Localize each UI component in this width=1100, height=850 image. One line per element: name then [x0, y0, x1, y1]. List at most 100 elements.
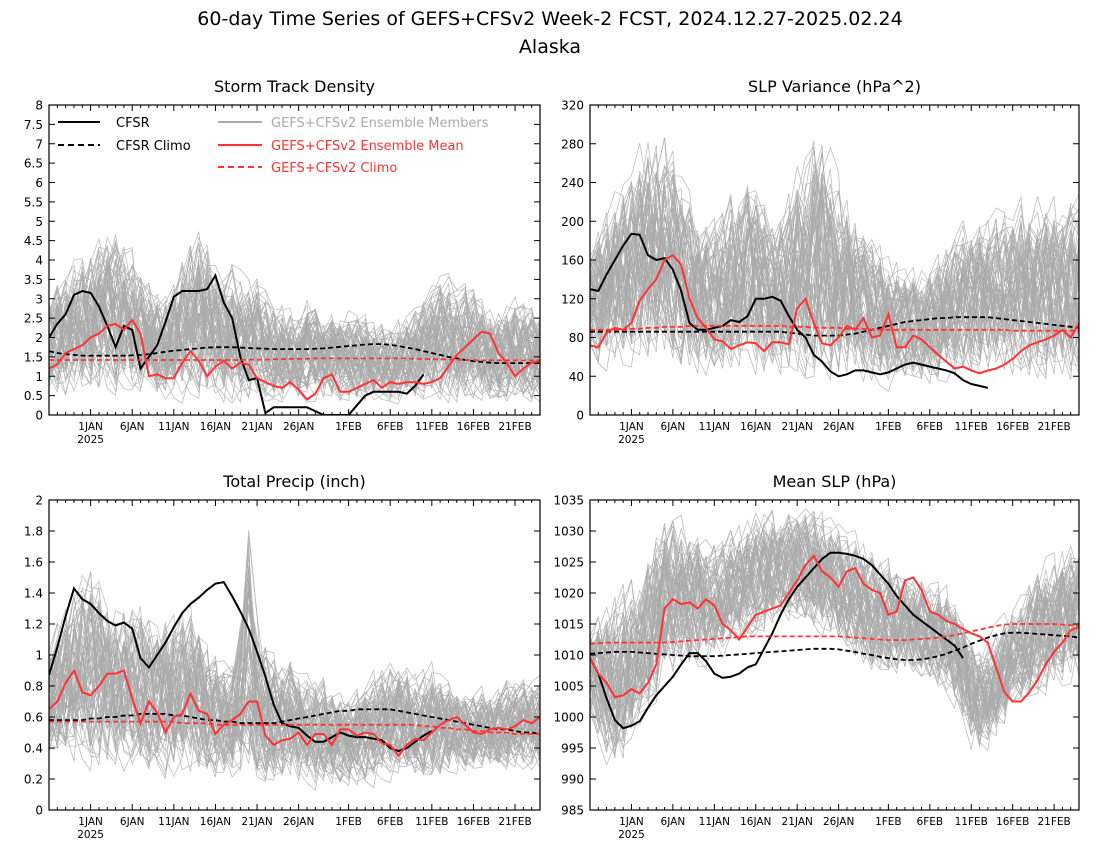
y-tick-label: 1035 — [553, 494, 584, 508]
ensemble-member-line — [590, 535, 1079, 734]
y-tick-label: 995 — [561, 742, 584, 756]
legend-members-label: GEFS+CFSv2 Ensemble Members — [271, 116, 489, 131]
x-tick-label: 21JAN — [782, 816, 813, 828]
y-tick-label: 1.5 — [24, 350, 43, 364]
ensemble-member-line — [49, 606, 540, 768]
series-cfsr — [590, 232, 989, 389]
ensemble-member-line — [590, 145, 1079, 381]
x-tick-label: 16JAN — [200, 421, 231, 433]
y-tick-label: 4 — [35, 254, 43, 268]
x-tick-label: 21JAN — [782, 421, 813, 433]
x-tick-label: 16JAN — [740, 421, 771, 433]
x-tick-label: 21FEB — [1038, 421, 1071, 433]
series-gefs-cfsv2-ensemble-mean — [49, 318, 540, 401]
panel-slp-variance: SLP Variance (hPa^2) 0 40 80 120 160 200 240 280… — [561, 77, 1080, 446]
y-tick-label: 2 — [35, 494, 43, 508]
x-tick-label: 21FEB — [1038, 816, 1071, 828]
ensemble-member-line — [49, 596, 540, 778]
x-tick-label: 21JAN — [241, 421, 272, 433]
ensemble-member-line — [49, 257, 540, 393]
ensemble-member-line — [49, 270, 540, 382]
y-tick-label: 990 — [561, 773, 584, 787]
series-gefs-cfsv2-ensemble-mean — [590, 554, 1079, 703]
figure-title: 60-day Time Series of GEFS+CFSv2 Week-2 … — [197, 8, 902, 30]
ensemble-member-line — [49, 268, 540, 385]
x-tick-label: 16FEB — [996, 816, 1029, 828]
legend: CFSR CFSR Climo GEFS+CFSv2 Ensemble Memb… — [58, 116, 489, 176]
y-tick-label: 1 — [35, 649, 43, 663]
ensemble-member-line — [590, 519, 1079, 748]
x-tick-label: 21JAN — [241, 816, 272, 828]
x-tick-label: 6JAN — [661, 421, 686, 433]
y-tick-label: 0.5 — [24, 389, 43, 403]
x-tick-label: 1FEB — [335, 421, 362, 433]
x-tick-label: 1FEB — [875, 816, 902, 828]
legend-cfsr-climo-label: CFSR Climo — [116, 139, 191, 154]
series-gefs-cfsv2-ensemble-mean — [49, 668, 540, 758]
series-cfsr — [49, 580, 433, 753]
x-tick-label: 6FEB — [917, 816, 944, 828]
y-tick-label: 5.5 — [24, 195, 43, 209]
legend-cfsr-label: CFSR — [116, 116, 150, 131]
legend-gefs-climo-label: GEFS+CFSv2 Climo — [271, 161, 397, 176]
y-tick-label: 7 — [35, 137, 43, 151]
y-tick-label: 1030 — [553, 525, 584, 539]
ensemble-member-line — [49, 263, 540, 400]
ensemble-member-line — [49, 265, 540, 389]
series-gefs-cfsv2-climo — [49, 720, 540, 735]
x-tick-label: 11FEB — [955, 816, 988, 828]
y-tick-label: 2 — [35, 331, 43, 345]
panel-title: SLP Variance (hPa^2) — [748, 77, 921, 96]
x-tick-label: 11FEB — [955, 421, 988, 433]
ensemble-member-line — [590, 197, 1079, 379]
series-cfsr-climo — [590, 631, 1079, 661]
x-tick-label: 11FEB — [415, 421, 448, 433]
y-tick-label: 1.6 — [24, 556, 43, 570]
ensemble-member-line — [49, 535, 540, 774]
y-tick-label: 0.8 — [24, 680, 43, 694]
y-tick-label: 2.5 — [24, 312, 43, 326]
y-tick-label: 320 — [561, 99, 584, 113]
x-tick-label: 16FEB — [457, 421, 490, 433]
series-gefs-cfsv2-ensemble-mean — [590, 253, 1079, 375]
y-tick-label: 1010 — [553, 649, 584, 663]
ensemble-member-line — [590, 186, 1079, 370]
y-tick-label: 0.2 — [24, 773, 43, 787]
x-year-label: 2025 — [618, 434, 645, 446]
y-tick-label: 1 — [35, 370, 43, 384]
series-cfsr — [590, 551, 964, 730]
panel-storm-track-density: Storm Track Density 0 0.5 1 1.5 2 2.5 3 3.5 4 4.5 5… — [24, 77, 541, 446]
ensemble-member-line — [590, 150, 1079, 369]
series-gefs-cfsv2-climo — [590, 623, 1079, 645]
y-tick-label: 1015 — [553, 618, 584, 632]
y-tick-label: 8 — [35, 99, 43, 113]
y-tick-label: 0.4 — [24, 742, 43, 756]
y-tick-label: 120 — [561, 292, 584, 306]
x-tick-label: 21FEB — [498, 816, 531, 828]
ensemble-member-line — [49, 632, 540, 781]
panel-title: Total Precip (inch) — [222, 472, 365, 491]
x-year-label: 2025 — [77, 829, 104, 841]
x-tick-label: 16JAN — [200, 816, 231, 828]
panel-title: Storm Track Density — [214, 77, 375, 96]
y-tick-label: 3.5 — [24, 273, 43, 287]
y-tick-label: 1.2 — [24, 618, 43, 632]
y-tick-label: 1025 — [553, 556, 584, 570]
ensemble-member-line — [590, 188, 1079, 367]
x-tick-label: 6JAN — [661, 816, 686, 828]
y-tick-label: 1005 — [553, 680, 584, 694]
x-tick-label: 6JAN — [120, 421, 145, 433]
y-tick-label: 1.4 — [24, 587, 43, 601]
y-tick-label: 240 — [561, 176, 584, 190]
y-tick-label: 160 — [561, 254, 584, 268]
x-tick-label: 26JAN — [823, 421, 854, 433]
series-cfsr-climo — [49, 343, 540, 365]
series-cfsr — [49, 273, 425, 415]
legend-ens-mean-label: GEFS+CFSv2 Ensemble Mean — [271, 139, 464, 154]
x-tick-label: 1JAN — [78, 421, 103, 433]
x-tick-label: 1JAN — [619, 421, 644, 433]
x-tick-label: 21FEB — [498, 421, 531, 433]
x-tick-label: 11JAN — [158, 816, 189, 828]
x-tick-label: 11FEB — [415, 816, 448, 828]
x-tick-label: 6FEB — [377, 421, 404, 433]
